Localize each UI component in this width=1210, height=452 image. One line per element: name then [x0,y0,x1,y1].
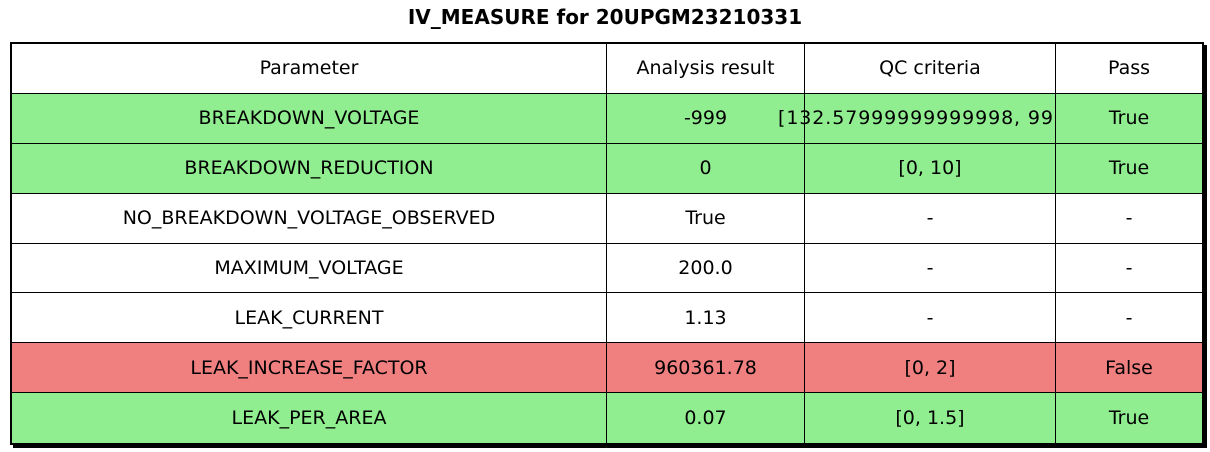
cell-analysis-result: 1.13 [607,293,805,344]
cell-analysis-result: 0.07 [607,393,805,444]
cell-parameter: MAXIMUM_VOLTAGE [12,243,607,294]
cell-qc-criteria: [132.57999999999998, 99 [778,93,1055,144]
qc-results-table: Parameter Analysis result QC criteria Pa… [10,42,1204,446]
cell-pass: - [1055,293,1202,344]
cell-parameter: BREAKDOWN_VOLTAGE [12,93,607,144]
cell-pass: - [1055,193,1202,244]
cell-pass: False [1055,343,1202,394]
table-row-leak-increase-factor: LEAK_INCREASE_FACTOR 960361.78 [0, 2] Fa… [12,343,1202,394]
qc-criteria-overflow-text: [132.57999999999998, 99 [778,107,1054,130]
column-header-pass: Pass [1055,44,1202,94]
cell-analysis-result: -999 [607,93,805,144]
column-divider-line [803,93,805,143]
table-row-leak-per-area: LEAK_PER_AREA 0.07 [0, 1.5] True [12,393,1202,444]
table-row-maximum-voltage: MAXIMUM_VOLTAGE 200.0 - - [12,243,1202,294]
cell-parameter: LEAK_INCREASE_FACTOR [12,343,607,394]
table-row-breakdown-reduction: BREAKDOWN_REDUCTION 0 [0, 10] True [12,143,1202,194]
header-row: Parameter Analysis result QC criteria Pa… [12,44,1202,94]
cell-parameter: BREAKDOWN_REDUCTION [12,143,607,194]
cell-pass: True [1055,143,1202,194]
column-header-parameter: Parameter [12,44,607,94]
cell-analysis-result: True [607,193,805,244]
figure-title: IV_MEASURE for 20UPGM23210331 [407,5,803,29]
column-header-qc-criteria: QC criteria [805,44,1055,94]
cell-parameter: LEAK_PER_AREA [12,393,607,444]
cell-analysis-result: 200.0 [607,243,805,294]
table-row-breakdown-voltage: BREAKDOWN_VOLTAGE -999 [132.579999999999… [12,93,1202,144]
cell-qc-criteria: [0, 10] [805,143,1055,194]
cell-pass: True [1055,93,1202,144]
cell-parameter: LEAK_CURRENT [12,293,607,344]
cell-pass: True [1055,393,1202,444]
cell-analysis-result: 0 [607,143,805,194]
cell-qc-criteria: - [805,293,1055,344]
cell-qc-criteria: [0, 1.5] [805,393,1055,444]
cell-analysis-result: 960361.78 [607,343,805,394]
cell-qc-criteria: - [805,243,1055,294]
table-row-leak-current: LEAK_CURRENT 1.13 - - [12,293,1202,344]
cell-parameter: NO_BREAKDOWN_VOLTAGE_OBSERVED [12,193,607,244]
cell-qc-criteria: [0, 2] [805,343,1055,394]
column-header-analysis-result: Analysis result [607,44,805,94]
cell-qc-criteria: - [805,193,1055,244]
table-row-no-breakdown-voltage-observed: NO_BREAKDOWN_VOLTAGE_OBSERVED True - - [12,193,1202,244]
cell-pass: - [1055,243,1202,294]
